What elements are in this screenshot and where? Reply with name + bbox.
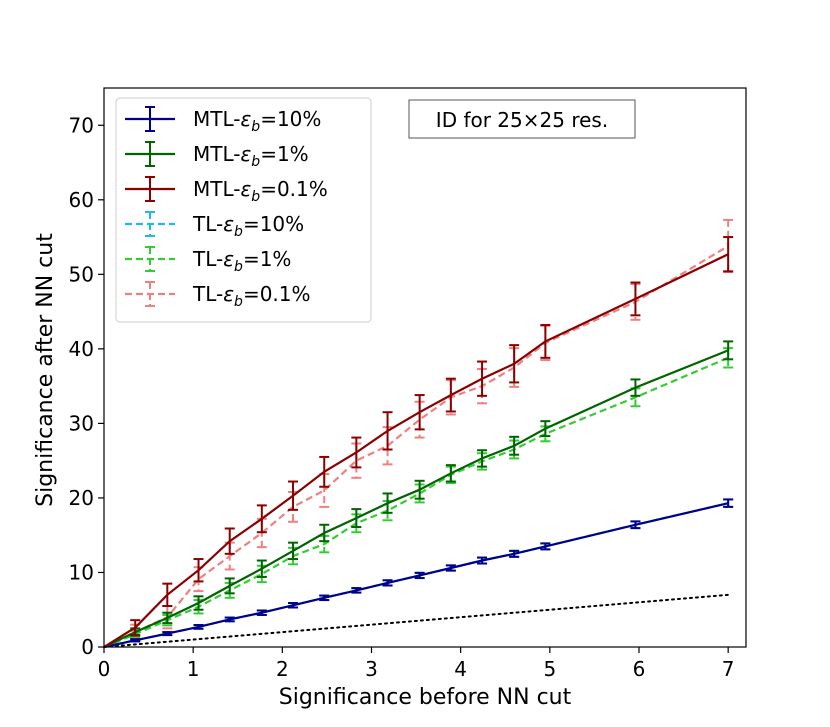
legend-entry-4: TL-εb=1%: [125, 246, 291, 275]
series-1-errorbar: [540, 420, 551, 438]
series-0-errorbar: [540, 542, 551, 551]
y-tick-label: 70: [69, 113, 94, 137]
series-0-errorbar: [193, 624, 204, 630]
legend-entry-0: MTL-εb=10%: [125, 106, 321, 135]
series-0-errorbar: [130, 638, 141, 643]
x-tick-label: 7: [722, 657, 735, 681]
x-tick-label: 0: [98, 657, 111, 681]
series-0-errorbar: [445, 564, 456, 572]
series-1-errorbar: [509, 435, 520, 456]
series-0-errorbar: [477, 556, 488, 565]
series-1-errorbar: [477, 449, 488, 468]
y-tick-label: 50: [69, 262, 94, 286]
x-tick-label: 2: [276, 657, 289, 681]
series-0-errorbar: [319, 594, 330, 602]
series-0-errorbar: [256, 609, 267, 616]
series-2-errorbar: [630, 281, 641, 317]
x-tick-label: 4: [454, 657, 467, 681]
annotation-box: [408, 99, 636, 139]
series-0-errorbar: [351, 587, 362, 594]
series-0-errorbar: [224, 616, 235, 623]
x-tick-label: 6: [633, 657, 646, 681]
series-1-errorbar: [288, 541, 299, 561]
legend-entry-2: MTL-εb=0.1%: [125, 176, 328, 205]
series-2-errorbar: [540, 324, 551, 359]
series-2-errorbar: [445, 377, 456, 413]
series-1-errorbar: [723, 340, 734, 361]
series-2-errorbar: [319, 455, 330, 488]
series-2-errorbar: [414, 394, 425, 431]
series-1-errorbar: [319, 523, 330, 543]
series-2-errorbar: [193, 558, 204, 583]
series-2-errorbar: [723, 236, 734, 273]
legend-label-0: MTL-εb=10%: [193, 107, 321, 135]
legend-entry-1: MTL-εb=1%: [125, 141, 309, 170]
series-2-errorbar: [130, 619, 141, 637]
y-tick-label: 0: [81, 635, 94, 659]
series-0-errorbar: [162, 631, 173, 637]
legend-entry-3: TL-εb=10%: [125, 211, 304, 240]
series-1-errorbar: [630, 378, 641, 397]
series-2-errorbar: [351, 436, 362, 469]
series-2-errorbar: [477, 360, 488, 397]
legend-label-3: TL-εb=10%: [192, 212, 304, 240]
y-tick-label: 10: [69, 560, 94, 584]
series-1-errorbar: [162, 611, 173, 625]
y-axis-label: Significance after NN cut: [33, 233, 58, 507]
legend-box: [115, 97, 372, 323]
legend: MTL-εb=10% MTL-εb=1% MTL-εb=0.1% TL-εb=10% T…: [115, 97, 372, 323]
series-0-errorbar: [723, 498, 734, 508]
legend-label-2: MTL-εb=0.1%: [193, 177, 328, 205]
x-axis-label: Significance before NN cut: [279, 685, 572, 710]
series-1-errorbar: [351, 508, 362, 529]
legend-label-1: MTL-εb=1%: [193, 142, 309, 170]
series-5-line: [103, 245, 729, 648]
series-0-errorbar: [509, 549, 520, 558]
axes-frame: [103, 87, 747, 648]
reference-line: [103, 593, 730, 648]
x-tick-label: 5: [543, 657, 556, 681]
series-0-errorbar: [630, 520, 641, 530]
series-2-errorbar: [162, 582, 173, 608]
x-tick-label: 3: [365, 657, 378, 681]
annotation-text: ID for 25×25 res.: [436, 108, 608, 132]
series-2-errorbar: [256, 504, 267, 534]
x-tick-label: 1: [187, 657, 200, 681]
y-tick-label: 20: [69, 486, 94, 510]
series-1-errorbar: [382, 492, 393, 514]
series-2-errorbar: [509, 344, 520, 384]
legend-label-4: TL-εb=1%: [192, 247, 291, 275]
series-1-errorbar: [414, 479, 425, 500]
series-0-errorbar: [288, 602, 299, 609]
series-2-errorbar: [382, 411, 393, 451]
y-tick-label: 60: [69, 188, 94, 212]
plot-layer: [103, 218, 734, 649]
series-1-errorbar: [193, 595, 204, 611]
legend-entry-5: TL-εb=0.1%: [125, 281, 311, 310]
series-2-errorbar: [224, 527, 235, 555]
y-tick-label: 40: [69, 337, 94, 361]
series-1-errorbar: [224, 577, 235, 595]
series-0-errorbar: [382, 579, 393, 587]
series-0-errorbar: [414, 571, 425, 580]
series-1-errorbar: [256, 559, 267, 578]
y-tick-label: 30: [69, 411, 94, 435]
series-2-errorbar: [288, 480, 299, 511]
legend-label-5: TL-εb=0.1%: [192, 282, 311, 310]
series-1-errorbar: [445, 464, 456, 483]
